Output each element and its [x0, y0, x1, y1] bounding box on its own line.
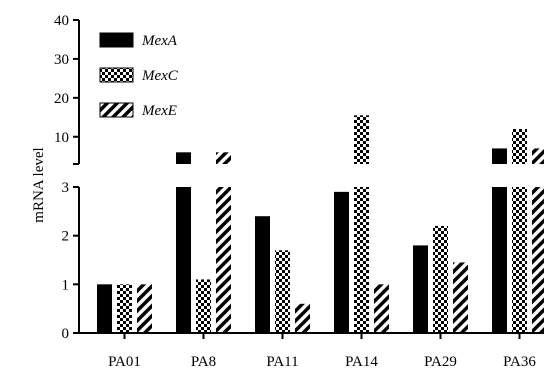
bar-mexe-pa14: [374, 284, 389, 333]
bar-mexe-pa8-upper: [216, 152, 231, 164]
x-tick-label-pa36: PA36: [503, 354, 536, 370]
bar-mexc-pa01: [117, 284, 132, 333]
y-tick-label: 0: [62, 326, 70, 342]
x-tick-label-pa29: PA29: [424, 354, 457, 370]
legend-swatch-mexe: [99, 102, 134, 118]
bar-mexc-pa14-upper: [354, 115, 369, 164]
x-tick-label-pa01: PA01: [108, 354, 141, 370]
bar-mexa-pa8-upper: [176, 152, 191, 164]
axes-group: [73, 20, 544, 334]
legend-label-mexe: MexE: [141, 103, 177, 119]
bars-group: [97, 115, 544, 333]
bar-mexa-pa01: [97, 284, 112, 333]
bar-mexa-pa36-lower: [492, 187, 507, 333]
bar-mexa-pa11: [255, 216, 270, 333]
legend-swatch-mexa: [99, 32, 134, 48]
bar-mexa-pa8-lower: [176, 187, 191, 333]
bar-mexa-pa14: [334, 191, 349, 333]
bar-mexc-pa11: [275, 250, 290, 333]
x-ticks-group: PA01 PA8 PA11 PA14 PA29 PA36: [108, 333, 536, 370]
y-ticks-group: 0 1 2 3 10 20 30 40: [54, 13, 79, 342]
bar-mexa-pa36-upper: [492, 148, 507, 164]
bar-mexe-pa8-lower: [216, 187, 231, 333]
legend-swatch-mexc: [99, 67, 134, 83]
bar-mexc-pa36-upper: [512, 128, 527, 164]
bar-mexc-pa8: [196, 279, 211, 333]
y-tick-label: 2: [62, 229, 70, 245]
x-tick-label-pa14: PA14: [345, 354, 378, 370]
bar-mexc-pa14-lower: [354, 187, 369, 333]
y-tick-label: 3: [62, 180, 70, 196]
y-tick-label: 30: [54, 52, 69, 68]
bar-mexe-pa36-lower: [532, 187, 544, 333]
x-tick-label-pa8: PA8: [191, 354, 216, 370]
legend-label-mexa: MexA: [141, 33, 178, 49]
y-tick-label: 40: [54, 13, 69, 29]
y-tick-label: 20: [54, 91, 69, 107]
legend-label-mexc: MexC: [141, 68, 179, 84]
bar-mexc-pa29: [433, 225, 448, 333]
bar-mexe-pa11: [295, 303, 310, 333]
bar-mexc-pa36-lower: [512, 187, 527, 333]
legend: MexA MexC MexE: [99, 32, 179, 119]
bar-mexa-pa29: [413, 245, 428, 333]
bar-mexe-pa36-upper: [532, 148, 544, 164]
y-tick-label: 10: [54, 130, 69, 146]
y-axis-label: mRNA level: [31, 147, 47, 222]
bar-mexe-pa01: [137, 284, 152, 333]
bar-mexe-pa29: [453, 262, 468, 333]
y-tick-label: 1: [62, 277, 70, 293]
x-tick-label-pa11: PA11: [266, 354, 298, 370]
